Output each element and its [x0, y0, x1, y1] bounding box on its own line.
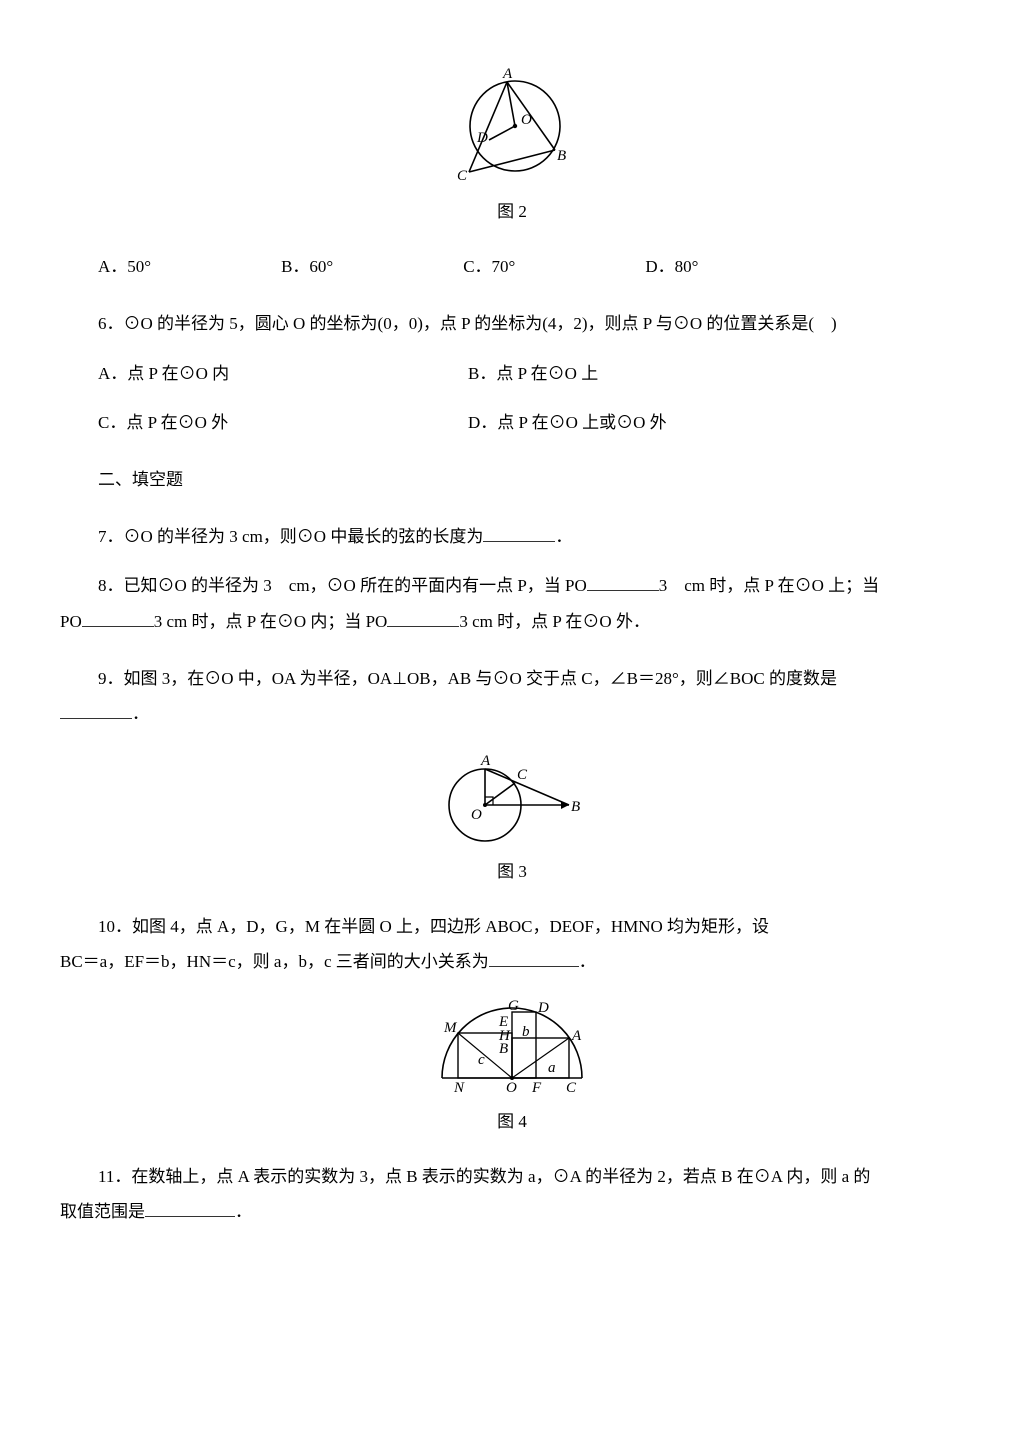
q6-options-row2: C．点 P 在⊙O 外 D．点 P 在⊙O 上或⊙O 外 — [98, 409, 964, 436]
q8-p1a: 8．已知⊙O 的半径为 3 cm，⊙O 所在的平面内有一点 P，当 PO — [98, 576, 587, 595]
figure-3: A C B O — [60, 753, 964, 848]
q6-stem: 6．⊙O 的半径为 5，圆心 O 的坐标为(0，0)，点 P 的坐标为(4，2)… — [98, 310, 964, 337]
q8-blank1 — [587, 573, 659, 592]
fig4-label-G: G — [508, 998, 519, 1014]
q8-blank3 — [387, 608, 459, 627]
fig3-label-A: A — [480, 753, 491, 769]
q8-p2c: 3 cm 时，点 P 在⊙O 外． — [459, 612, 650, 631]
q10-blank — [489, 949, 579, 968]
fig4-label-D: D — [537, 1000, 549, 1016]
q10-line1: 10．如图 4，点 A，D，G，M 在半圆 O 上，四边形 ABOC，DEOF，… — [98, 913, 964, 940]
q8-p1b: 3 cm 时，点 P 在⊙O 上；当 — [659, 576, 879, 595]
fig4-label-F: F — [531, 1080, 542, 1096]
q9-post: ． — [132, 704, 149, 723]
q11-blank — [145, 1198, 235, 1217]
fig2-label-D: D — [476, 130, 488, 146]
fig4-label-O: O — [506, 1080, 517, 1096]
q11-line1: 11．在数轴上，点 A 表示的实数为 3，点 B 表示的实数为 a，⊙A 的半径… — [98, 1163, 964, 1190]
q6-option-D: D．点 P 在⊙O 上或⊙O 外 — [468, 409, 838, 436]
q7-post: ． — [555, 527, 572, 546]
q7-pre: 7．⊙O 的半径为 3 cm，则⊙O 中最长的弦的长度为 — [98, 527, 483, 546]
q9-line2: ． — [60, 700, 964, 727]
q6-option-B: B．点 P 在⊙O 上 — [468, 360, 838, 387]
fig4-label-B: B — [499, 1041, 508, 1057]
fig4-label-A: A — [571, 1028, 582, 1044]
fig3-label-C: C — [517, 767, 528, 783]
figure-3-caption: 图 3 — [60, 858, 964, 885]
q6-option-A: A．点 P 在⊙O 内 — [98, 360, 468, 387]
section-2-heading: 二、填空题 — [98, 466, 964, 493]
q8-blank2 — [82, 608, 154, 627]
fig4-label-N: N — [453, 1080, 465, 1096]
q10-line2b: ． — [579, 952, 596, 971]
q7: 7．⊙O 的半径为 3 cm，则⊙O 中最长的弦的长度为 ． — [98, 523, 964, 550]
fig2-label-O: O — [521, 112, 532, 128]
fig2-label-A: A — [502, 68, 513, 82]
q9-line1: 9．如图 3，在⊙O 中，OA 为半径，OA⊥OB，AB 与⊙O 交于点 C，∠… — [98, 665, 964, 692]
figure-4: G D M E H B A N O F C a b c — [60, 998, 964, 1098]
figure-2-caption: 图 2 — [60, 198, 964, 225]
q11-line2b: ． — [235, 1202, 252, 1221]
figure-4-caption: 图 4 — [60, 1108, 964, 1135]
q10-line2a: BC＝a，EF＝b，HN＝c，则 a，b，c 三者间的大小关系为 — [60, 952, 489, 971]
fig2-label-C: C — [457, 168, 468, 184]
q5-option-A: A．50° — [98, 253, 151, 280]
q6-options-row1: A．点 P 在⊙O 内 B．点 P 在⊙O 上 — [98, 360, 964, 387]
q8-p2a: PO — [60, 612, 82, 631]
q8-p2b: 3 cm 时，点 P 在⊙O 内；当 PO — [154, 612, 388, 631]
q5-options: A．50° B．60° C．70° D．80° — [98, 253, 964, 280]
figure-2-svg: A O D C B — [447, 68, 577, 188]
fig4-label-b: b — [522, 1024, 530, 1040]
fig3-label-O: O — [471, 807, 482, 823]
fig4-label-c: c — [478, 1052, 485, 1068]
q5-option-B: B．60° — [281, 253, 333, 280]
fig4-label-a: a — [548, 1060, 556, 1076]
q9-blank — [60, 700, 132, 719]
fig4-label-C: C — [566, 1080, 577, 1096]
q6-option-C: C．点 P 在⊙O 外 — [98, 409, 468, 436]
figure-3-svg: A C B O — [437, 753, 587, 848]
q11-line2a: 取值范围是 — [60, 1202, 145, 1221]
q10-line2: BC＝a，EF＝b，HN＝c，则 a，b，c 三者间的大小关系为 ． — [60, 948, 964, 975]
fig2-label-B: B — [557, 148, 566, 164]
q8-line1: 8．已知⊙O 的半径为 3 cm，⊙O 所在的平面内有一点 P，当 PO 3 cm… — [98, 572, 964, 599]
figure-4-svg: G D M E H B A N O F C a b c — [422, 998, 602, 1098]
q11-line2: 取值范围是 ． — [60, 1198, 964, 1225]
q5-option-C: C．70° — [463, 253, 515, 280]
q5-option-D: D．80° — [645, 253, 698, 280]
q8-line2: PO 3 cm 时，点 P 在⊙O 内；当 PO 3 cm 时，点 P 在⊙O 外． — [60, 608, 964, 635]
fig3-label-B: B — [571, 799, 580, 815]
q7-blank — [483, 523, 555, 542]
fig4-label-M: M — [443, 1020, 458, 1036]
figure-2: A O D C B — [60, 68, 964, 188]
